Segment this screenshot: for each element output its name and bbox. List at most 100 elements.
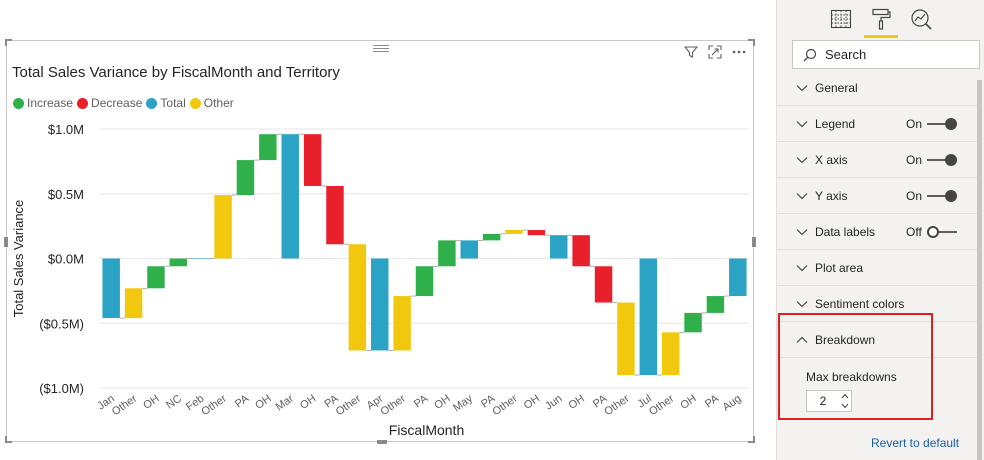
waterfall-bar-increase[interactable] — [438, 240, 456, 267]
section-general[interactable]: General — [777, 70, 977, 106]
waterfall-bar-total[interactable] — [371, 258, 389, 351]
resize-handle-bottom-right[interactable] — [748, 436, 755, 443]
revert-to-default-link[interactable]: Revert to default — [871, 436, 960, 450]
section-label: Plot area — [815, 260, 864, 275]
waterfall-bar-decrease[interactable] — [594, 266, 613, 303]
breakdown-highlight-box — [778, 313, 933, 420]
chevron-up-icon[interactable] — [841, 393, 849, 399]
section-x-axis[interactable]: X axis On — [777, 142, 977, 178]
legend-dot — [77, 97, 89, 109]
section-label: General — [815, 80, 858, 95]
x-tick-label: OH — [141, 393, 161, 412]
x-tick-label: Other — [647, 392, 677, 418]
pane-scrollbar[interactable] — [977, 80, 982, 460]
waterfall-bar-decrease[interactable] — [527, 230, 546, 236]
resize-handle-right[interactable] — [752, 237, 756, 247]
resize-handle-top-right[interactable] — [748, 39, 755, 46]
section-y-axis[interactable]: Y axis On — [777, 178, 977, 214]
toggle-switch[interactable] — [927, 226, 957, 238]
stepper-value[interactable]: 2 — [819, 394, 827, 408]
waterfall-bar-other[interactable] — [348, 244, 367, 351]
format-paint-roller-icon — [872, 8, 891, 30]
resize-handle-left[interactable] — [4, 237, 8, 247]
section-label: X axis — [815, 152, 848, 167]
waterfall-bar-increase[interactable] — [259, 134, 277, 161]
waterfall-bar-total[interactable] — [550, 235, 568, 259]
waterfall-bar-increase[interactable] — [415, 266, 434, 297]
waterfall-bar-total[interactable] — [281, 134, 299, 259]
legend-item-increase[interactable]: Increase — [13, 96, 73, 110]
waterfall-bar-decrease[interactable] — [303, 134, 322, 186]
search-icon — [803, 48, 817, 61]
analytics-tab[interactable] — [908, 6, 934, 32]
waterfall-bar-decrease[interactable] — [326, 185, 344, 245]
visualizations-pane: Search General Legend On X axis On Y axis On Da… — [776, 0, 984, 460]
legend-dot — [189, 97, 201, 109]
waterfall-bar-other[interactable] — [661, 332, 680, 376]
toggle-state-label: On — [906, 152, 923, 167]
section-legend[interactable]: Legend On — [777, 106, 977, 142]
x-tick-label: PA — [412, 392, 431, 410]
section-data-labels[interactable]: Data labels Off — [777, 214, 977, 250]
legend-item-total[interactable]: Total — [146, 96, 186, 110]
legend-item-decrease[interactable]: Decrease — [77, 96, 142, 110]
section-sentiment-colors[interactable]: Sentiment colors — [777, 286, 977, 322]
chevron-down-icon — [796, 120, 808, 127]
more-options-icon[interactable] — [731, 44, 747, 60]
waterfall-bar-total[interactable] — [460, 240, 478, 259]
waterfall-bar-increase[interactable] — [169, 258, 188, 267]
filter-icon[interactable] — [683, 44, 699, 60]
x-tick-label: Aug — [721, 393, 744, 414]
x-tick-label: OH — [253, 393, 273, 412]
x-tick-label: OH — [522, 393, 542, 412]
max-breakdowns-stepper[interactable]: 2 — [806, 390, 852, 412]
format-tab[interactable] — [864, 6, 898, 38]
chevron-down-icon[interactable] — [841, 403, 849, 409]
legend-label: Increase — [27, 96, 74, 110]
chart-title: Total Sales Variance by FiscalMonth and … — [12, 64, 340, 81]
waterfall-bar-total[interactable] — [191, 258, 210, 260]
waterfall-bar-increase[interactable] — [684, 312, 702, 333]
waterfall-bar-decrease[interactable] — [572, 235, 590, 267]
waterfall-bar-other[interactable] — [617, 302, 635, 376]
focus-mode-icon[interactable] — [707, 44, 723, 60]
search-input[interactable]: Search — [792, 40, 980, 69]
x-tick-label: Other — [490, 392, 520, 418]
waterfall-bar-total[interactable] — [729, 258, 747, 297]
x-tick-label: Other — [602, 392, 632, 418]
fields-tab[interactable] — [828, 6, 854, 32]
waterfall-bar-increase[interactable] — [147, 266, 165, 289]
waterfall-bar-total[interactable] — [639, 258, 658, 376]
toggle-switch[interactable] — [927, 154, 957, 166]
resize-handle-top-left[interactable] — [5, 39, 12, 46]
section-breakdown[interactable]: Breakdown — [777, 322, 977, 358]
waterfall-bar-other[interactable] — [214, 195, 232, 259]
waterfall-bar-increase[interactable] — [706, 296, 725, 313]
y-tick-label: $1.0M — [48, 122, 84, 137]
legend-dot — [146, 97, 158, 109]
canvas-gutter — [756, 0, 776, 460]
legend: Increase Decrease Total Other — [13, 96, 238, 110]
search-placeholder: Search — [825, 47, 867, 62]
y-tick-label: ($0.5M) — [39, 316, 84, 331]
y-tick-label: $0.0M — [48, 252, 84, 267]
section-label: Y axis — [815, 188, 848, 203]
waterfall-bar-other[interactable] — [505, 230, 523, 234]
waterfall-bar-increase[interactable] — [482, 233, 501, 241]
waterfall-visual[interactable]: Total Sales Variance by FiscalMonth and … — [4, 39, 756, 444]
waterfall-bar-total[interactable] — [102, 258, 120, 319]
legend-label: Total — [160, 96, 186, 110]
toggle-switch[interactable] — [927, 190, 957, 202]
section-plot-area[interactable]: Plot area — [777, 250, 977, 286]
toggle-state-label: Off — [906, 224, 922, 239]
waterfall-bar-other[interactable] — [393, 296, 411, 351]
waterfall-bar-increase[interactable] — [236, 160, 255, 196]
toggle-state-label: On — [906, 188, 923, 203]
waterfall-bar-other[interactable] — [124, 288, 143, 319]
toggle-switch[interactable] — [927, 118, 957, 130]
resize-handle-bottom-left[interactable] — [5, 436, 12, 443]
x-tick-label: Jun — [543, 393, 564, 413]
legend-item-other[interactable]: Other — [189, 96, 234, 110]
resize-handle-bottom[interactable] — [377, 440, 387, 444]
drag-grip-icon[interactable] — [373, 45, 389, 53]
